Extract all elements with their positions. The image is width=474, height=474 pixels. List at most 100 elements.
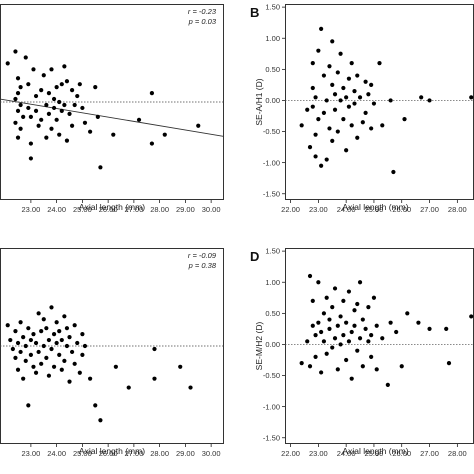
data-point bbox=[332, 286, 338, 291]
data-point bbox=[346, 289, 352, 294]
data-point bbox=[26, 326, 31, 331]
data-point bbox=[349, 329, 354, 335]
data-point bbox=[355, 135, 360, 140]
data-point bbox=[72, 361, 77, 366]
x-axis-label: Axial length (mm) bbox=[79, 446, 145, 456]
data-point bbox=[36, 123, 41, 128]
data-point bbox=[360, 120, 365, 125]
data-point bbox=[321, 73, 327, 78]
x-tick-label: 27.00 bbox=[420, 449, 439, 458]
x-tick-label: 26.00 bbox=[392, 449, 411, 458]
data-point bbox=[62, 64, 67, 69]
data-point bbox=[349, 123, 354, 128]
stat-r: r = -0.23 bbox=[188, 7, 217, 16]
data-point bbox=[332, 336, 338, 341]
x-tick-label: 28.00 bbox=[150, 449, 169, 458]
data-point bbox=[51, 332, 57, 337]
x-tick-label: 30.00 bbox=[202, 449, 221, 458]
data-point bbox=[46, 111, 52, 116]
x-tick-label: 24.00 bbox=[47, 449, 66, 458]
x-tick-label: 22.00 bbox=[281, 449, 300, 458]
data-point bbox=[299, 361, 304, 366]
data-point bbox=[335, 367, 340, 372]
x-tick-label: 23.00 bbox=[309, 449, 328, 458]
data-point bbox=[355, 73, 360, 78]
data-point bbox=[469, 95, 474, 100]
x-tick-label: 23.00 bbox=[22, 449, 41, 458]
x-tick-label: 26.00 bbox=[99, 449, 118, 458]
data-point bbox=[344, 320, 349, 325]
data-point bbox=[93, 85, 98, 90]
data-point bbox=[21, 114, 26, 119]
data-point bbox=[67, 379, 72, 384]
x-tick-label: 28.00 bbox=[448, 449, 467, 458]
data-point bbox=[39, 88, 44, 93]
data-point bbox=[369, 126, 374, 131]
data-point bbox=[64, 326, 70, 331]
data-point bbox=[310, 61, 315, 66]
data-point bbox=[327, 317, 332, 322]
data-point bbox=[307, 364, 313, 369]
data-point bbox=[18, 320, 23, 325]
data-point bbox=[59, 367, 64, 372]
data-point bbox=[33, 108, 39, 114]
data-point bbox=[31, 332, 36, 337]
data-point bbox=[57, 352, 62, 358]
data-point bbox=[49, 67, 54, 72]
data-point bbox=[363, 79, 368, 84]
x-tick-label: 23.00 bbox=[309, 205, 328, 214]
data-point bbox=[39, 117, 44, 122]
y-tick-label: -1.50 bbox=[263, 189, 280, 198]
data-point bbox=[44, 355, 49, 360]
x-tick-label: 24.00 bbox=[337, 449, 356, 458]
data-point bbox=[366, 92, 371, 97]
x-tick-label: 26.00 bbox=[392, 205, 411, 214]
data-point bbox=[313, 95, 318, 100]
data-point bbox=[51, 105, 57, 111]
data-point bbox=[18, 126, 23, 131]
data-point bbox=[36, 311, 41, 316]
data-point bbox=[33, 370, 39, 375]
data-point bbox=[23, 55, 28, 60]
data-point bbox=[64, 138, 70, 143]
data-point bbox=[305, 339, 310, 344]
data-point bbox=[51, 96, 57, 102]
data-point bbox=[59, 108, 64, 114]
data-point bbox=[41, 73, 46, 78]
data-point bbox=[57, 132, 62, 137]
y-tick-label: 0.00 bbox=[265, 340, 280, 349]
data-point bbox=[352, 89, 357, 94]
y-tick-label: -1.00 bbox=[263, 402, 280, 411]
data-point bbox=[64, 79, 70, 84]
data-point bbox=[330, 138, 335, 143]
data-point bbox=[46, 337, 52, 343]
data-point bbox=[36, 349, 41, 355]
panel-letter-b: B bbox=[250, 5, 259, 20]
data-point bbox=[31, 364, 36, 369]
data-point bbox=[416, 320, 421, 325]
data-point bbox=[313, 132, 318, 137]
data-point bbox=[352, 308, 357, 313]
data-point bbox=[344, 357, 349, 363]
x-tick-label: 27.00 bbox=[124, 449, 143, 458]
data-point bbox=[88, 129, 93, 134]
data-point bbox=[49, 305, 54, 310]
data-point bbox=[335, 129, 340, 134]
data-point bbox=[18, 102, 23, 108]
data-point bbox=[59, 82, 64, 87]
data-point bbox=[327, 126, 332, 131]
data-point bbox=[344, 148, 349, 153]
data-point bbox=[444, 326, 449, 331]
data-point bbox=[13, 96, 18, 102]
data-point bbox=[49, 126, 54, 131]
x-tick-label: 25.00 bbox=[365, 449, 384, 458]
data-point bbox=[196, 123, 201, 128]
panel-d: D 22.00 23.00 24.00 25.00 26.00 27.00 28.00 1.5… bbox=[250, 247, 474, 458]
data-point bbox=[33, 93, 39, 99]
data-point bbox=[388, 98, 393, 103]
data-point bbox=[23, 343, 28, 349]
data-point bbox=[136, 117, 142, 122]
data-point bbox=[310, 298, 315, 303]
y-axis-label: SE-A/H1 (D) bbox=[254, 78, 264, 125]
data-point bbox=[469, 314, 474, 319]
